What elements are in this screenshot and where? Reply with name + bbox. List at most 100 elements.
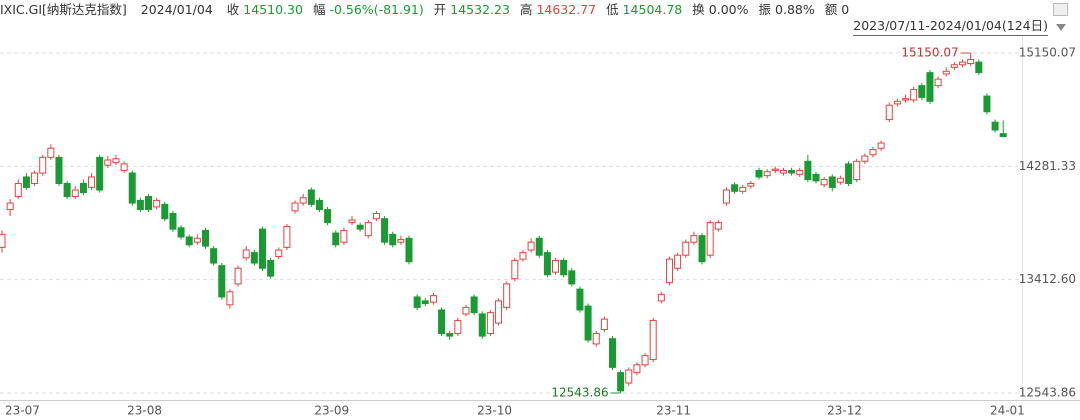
candle-body — [836, 177, 844, 183]
settings-icon[interactable] — [1053, 3, 1068, 16]
candle-body — [340, 229, 348, 243]
candle-body — [413, 296, 421, 308]
candle-body — [112, 158, 120, 164]
candle-body — [983, 95, 991, 113]
candle-body — [348, 219, 356, 224]
candle-body — [120, 163, 128, 171]
y-tick-label: 14281.33 — [1019, 159, 1076, 173]
candle-body — [250, 252, 258, 264]
candle-body — [779, 169, 787, 174]
candle-body — [674, 254, 682, 269]
candle-body — [470, 296, 478, 314]
candle-body — [381, 218, 389, 243]
index-name: IXIC.GI[纳斯达克指数] — [0, 2, 127, 17]
quote-label: 高 — [519, 2, 533, 17]
candle-body — [706, 222, 714, 256]
candle-body — [633, 364, 641, 374]
candle-body — [698, 235, 706, 263]
candle-body — [934, 78, 942, 87]
candle-body — [763, 171, 771, 177]
candle-body — [600, 318, 608, 331]
quote-value: 14504.78 — [622, 2, 683, 17]
candle-body — [609, 338, 616, 368]
candle-body — [812, 173, 820, 182]
date-range[interactable]: 2023/07/11-2024/01/04(124日) — [853, 17, 1048, 36]
candle-body — [527, 241, 535, 251]
candle-body — [788, 169, 796, 174]
candle-body — [486, 312, 494, 334]
quote-value: 14510.30 — [243, 2, 303, 17]
candle-body — [185, 236, 193, 246]
candle-body — [991, 121, 999, 131]
quote-label: 收 — [226, 2, 240, 17]
candle-body — [6, 202, 14, 211]
candle-body — [535, 237, 543, 256]
candle-body — [690, 235, 698, 243]
candle-body — [617, 372, 625, 392]
candle-body — [519, 252, 527, 260]
candle-body — [218, 265, 226, 298]
candle-body — [967, 59, 975, 64]
candle-body — [592, 332, 600, 345]
candle-body — [22, 176, 30, 188]
candle-body — [942, 70, 950, 75]
candle-body — [902, 98, 910, 101]
candle-body — [820, 179, 828, 186]
candle-body — [503, 283, 511, 308]
candle-body — [275, 249, 283, 258]
candle-body — [389, 233, 397, 246]
candle-body — [861, 155, 869, 162]
candle-body — [14, 182, 22, 198]
candle-body — [161, 203, 169, 220]
candle-body — [918, 85, 926, 98]
candle-body — [999, 133, 1007, 137]
candle-body — [128, 172, 136, 204]
y-tick-label: 12543.86 — [1019, 385, 1076, 399]
quote-label: 幅 — [312, 2, 326, 17]
candle-body — [39, 156, 47, 174]
quote-value: 14632.77 — [536, 2, 597, 17]
quote-label: 低 — [606, 2, 619, 17]
candle-body — [454, 319, 462, 334]
x-tick-label: 23-07 — [5, 404, 40, 418]
candle-body — [405, 237, 413, 263]
candle-body — [804, 160, 812, 181]
x-tick-label: 24-01 — [990, 404, 1025, 418]
x-tick-label: 23-12 — [827, 404, 862, 418]
candle-body — [307, 189, 315, 205]
candle-body — [649, 319, 657, 361]
quote-label: 振 — [758, 2, 772, 17]
max-label: 15150.07 — [901, 46, 958, 60]
candle-body — [722, 189, 730, 204]
candle-body — [421, 300, 429, 304]
quote-label: 额 — [824, 2, 838, 17]
candle-body — [372, 212, 380, 220]
candle-body — [869, 149, 877, 156]
candle-body — [315, 199, 323, 211]
candle-body — [682, 241, 690, 256]
candle-body — [291, 202, 299, 212]
candle-body — [576, 288, 584, 311]
candle-body — [665, 258, 673, 284]
candle-body — [31, 172, 39, 184]
candle-body — [771, 168, 779, 171]
candle-body — [63, 182, 71, 198]
candle-body — [177, 227, 185, 238]
quote-label: 开 — [433, 2, 447, 17]
candle-body — [79, 182, 87, 194]
candle-body — [625, 369, 633, 384]
candle-body — [104, 159, 112, 166]
candle-body — [714, 222, 722, 230]
range-dropdown[interactable] — [1056, 24, 1066, 31]
candle-body — [193, 237, 201, 243]
candle-body — [145, 196, 153, 211]
quote-value: 0.88% — [775, 2, 815, 17]
candle-body — [796, 169, 804, 175]
candle-body — [959, 61, 967, 66]
candle-body — [283, 226, 291, 248]
candle-body — [234, 267, 242, 285]
candle-body — [543, 252, 551, 276]
quote-header: IXIC.GI[纳斯达克指数] 2024/01/04 收 14510.30 幅 -0.… — [0, 0, 859, 20]
candle-body — [356, 224, 364, 230]
